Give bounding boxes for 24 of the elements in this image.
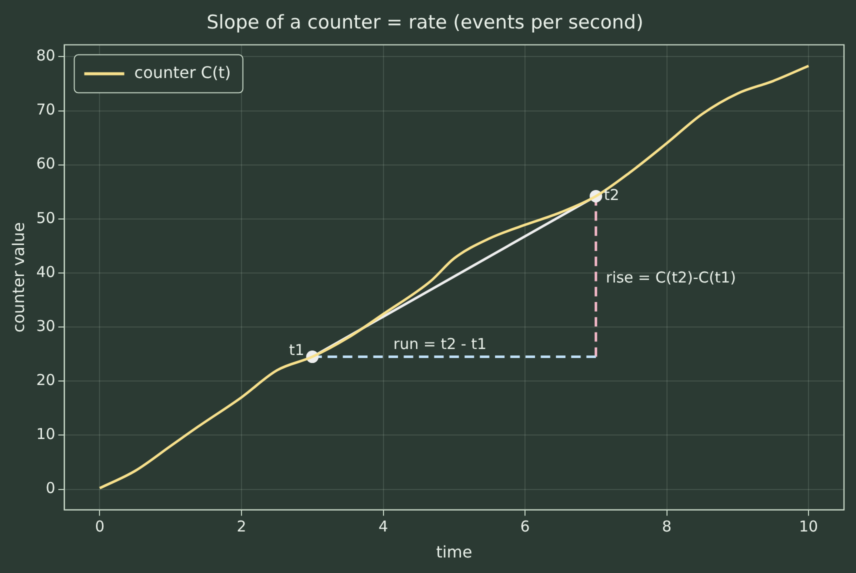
x-tick-label: 8 (662, 518, 672, 536)
x-axis-title: time (436, 542, 472, 562)
y-tick-label: 50 (36, 208, 56, 227)
y-tick-label: 70 (36, 100, 56, 119)
x-tick-label: 2 (236, 518, 246, 536)
legend-label: counter C(t) (134, 62, 231, 82)
y-tick-label: 10 (36, 425, 56, 444)
x-tick-label: 0 (94, 518, 104, 536)
annotation: rise = C(t2)-C(t1) (606, 268, 736, 286)
x-tick-label: 6 (520, 518, 530, 536)
annotation: t1 (288, 341, 304, 360)
y-tick-label: 30 (36, 316, 56, 335)
annotation: run = t2 - t1 (393, 335, 487, 354)
y-tick-label: 0 (46, 479, 56, 498)
y-tick-label: 80 (36, 46, 56, 65)
y-tick-label: 60 (36, 154, 56, 173)
x-tick-label: 10 (799, 518, 818, 536)
y-tick-label: 20 (36, 371, 56, 390)
y-tick-label: 40 (36, 262, 56, 281)
line-series (98, 64, 810, 490)
chart-title: Slope of a counter = rate (events per second) (206, 11, 644, 34)
y-axis-title: counter value (8, 222, 28, 332)
x-tick-label: 4 (378, 518, 388, 536)
annotation: t2 (604, 186, 620, 204)
